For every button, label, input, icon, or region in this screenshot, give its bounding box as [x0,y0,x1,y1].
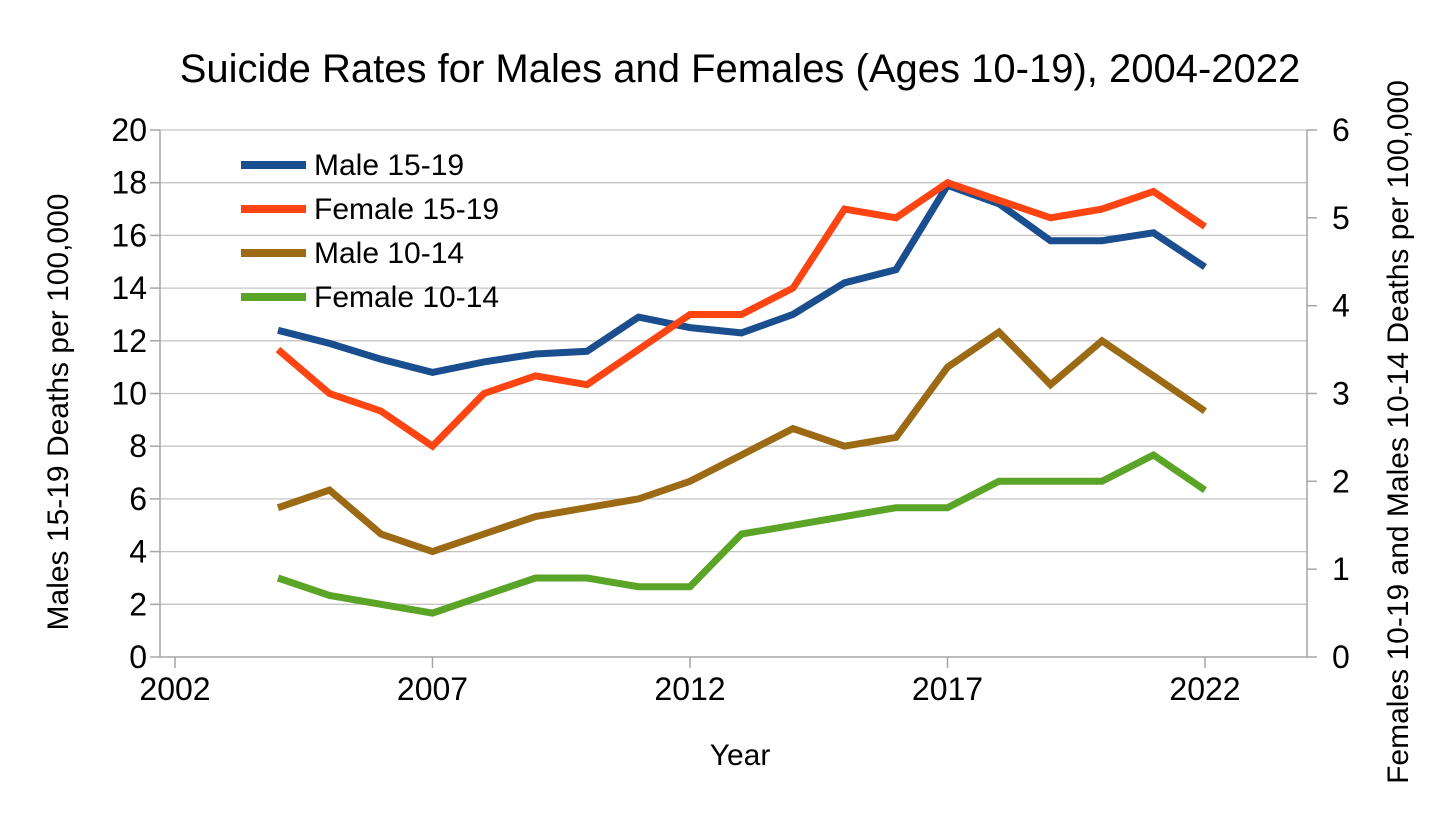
y-left-tick-label-18: 18 [111,165,147,201]
y-right-tick-label-1: 1 [1332,551,1350,587]
y-left-tick-label-0: 0 [129,639,147,675]
x-tick-label-2002: 2002 [139,671,210,707]
legend-item-female-15-19: Female 15-19 [241,193,499,226]
legend-label-female-15-19: Female 15-19 [314,193,499,226]
x-tick-label-2022: 2022 [1169,671,1240,707]
y-right-tick-label-0: 0 [1332,639,1350,675]
legend-label-male-10-14: Male 10-14 [314,237,464,270]
gridlines [160,129,1307,605]
legend-swatch-female-15-19 [241,205,306,213]
y-left-axis-title: Males 15-19 Deaths per 100,000 [42,194,75,631]
legend-swatch-male-15-19 [241,161,306,169]
y-left-tick-label-2: 2 [129,586,147,622]
y-right-tick-label-2: 2 [1332,463,1350,499]
y-left-tick-label-20: 20 [111,112,147,148]
x-tick-label-2012: 2012 [654,671,725,707]
legend-item-female-10-14: Female 10-14 [241,281,499,314]
legend-swatch-female-10-14 [241,293,306,301]
x-axis-tick-labels: 2002 2007 2012 2017 2022 [139,671,1240,707]
legend-item-male-10-14: Male 10-14 [241,237,464,270]
legend-label-male-15-19: Male 15-19 [314,149,464,182]
y-left-tick-label-6: 6 [129,481,147,517]
legend: Male 15-19 Female 15-19 Male 10-14 Female 1… [241,149,499,314]
y-left-tick-labels: 0 2 4 6 8 10 12 14 16 18 20 [111,112,147,675]
y-left-tick-label-4: 4 [129,534,147,570]
legend-swatch-male-10-14 [241,249,306,257]
y-left-tick-label-10: 10 [111,376,147,412]
series-lines [275,178,1207,617]
y-left-tick-label-8: 8 [129,428,147,464]
y-left-tick-label-16: 16 [111,217,147,253]
y-right-tick-label-6: 6 [1332,112,1350,148]
series-line-male-15-19 [277,181,1207,376]
chart-title: Suicide Rates for Males and Females (Age… [180,47,1301,91]
y-left-tick-label-14: 14 [111,270,147,306]
x-tick-label-2017: 2017 [912,671,983,707]
series-line-female-15-19 [275,178,1207,451]
y-right-tick-label-5: 5 [1332,200,1350,236]
y-right-tick-labels: 0 1 2 3 4 5 6 [1332,112,1350,675]
y-left-tick-label-12: 12 [111,323,147,359]
axes [150,129,1317,668]
legend-label-female-10-14: Female 10-14 [314,281,499,314]
x-axis-title: Year [710,739,771,772]
series-line-female-10-14 [276,450,1207,617]
y-right-tick-label-3: 3 [1332,376,1350,412]
y-right-axis-title: Females 10-19 and Males 10-14 Deaths per… [1382,80,1415,784]
legend-item-male-15-19: Male 15-19 [241,149,464,182]
series-line-male-10-14 [276,327,1207,556]
y-right-tick-label-4: 4 [1332,288,1350,324]
x-tick-label-2007: 2007 [397,671,468,707]
